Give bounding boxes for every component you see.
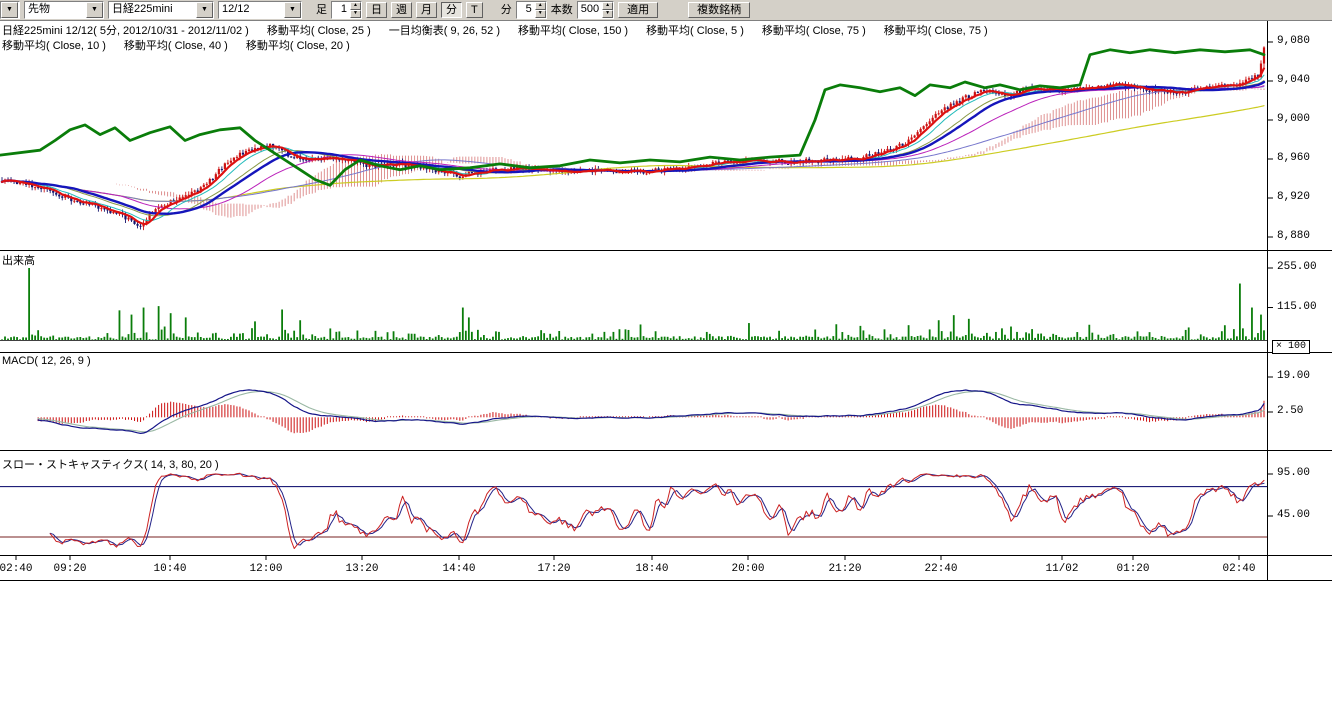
contract-month-select[interactable]: 12/12 ▼: [218, 1, 302, 19]
indicator-label-ma75: 移動平均( Close, 75 ): [761, 25, 866, 37]
chart-title-row: 日経225mini 12/12( 5分, 2012/10/31 - 2012/1…: [2, 22, 988, 38]
stepper-arrows[interactable]: ▲ ▼: [602, 2, 614, 18]
contract-value: 12/12: [222, 3, 250, 15]
period-stepper[interactable]: 1 ▲ ▼: [331, 1, 362, 19]
stepper-down-icon[interactable]: ▼: [534, 10, 546, 18]
stoch-pane-title: スロー・ストキャスティクス( 14, 3, 80, 20 ): [2, 459, 219, 471]
stepper-up-icon[interactable]: ▲: [602, 2, 614, 10]
period-stepper-value: 1: [340, 3, 347, 15]
category-select[interactable]: 先物 ▼: [24, 1, 104, 19]
indicator-label-ma20: 移動平均( Close, 20 ): [245, 40, 350, 52]
period-tick-button[interactable]: T: [466, 2, 483, 18]
period-month-button[interactable]: 月: [416, 2, 437, 18]
indicator-label-ma150: 移動平均( Close, 150 ): [518, 25, 629, 37]
stepper-down-icon[interactable]: ▼: [350, 10, 361, 18]
left-combo[interactable]: ▼: [0, 1, 20, 19]
stepper-arrows[interactable]: ▲ ▼: [350, 2, 361, 18]
bar-type-label: 足: [316, 4, 327, 16]
period-week-button[interactable]: 週: [391, 2, 412, 18]
dropdown-arrow-icon: ▼: [196, 2, 213, 18]
toolbar: ▼ 先物 ▼ 日経225mini ▼ 12/12 ▼ 足 1 ▲ ▼ 日 週 月…: [0, 0, 1332, 21]
indicator-label-ma25: 移動平均( Close, 25 ): [266, 25, 371, 37]
interval-stepper[interactable]: 5 ▲ ▼: [515, 1, 547, 19]
dropdown-arrow-icon: ▼: [284, 2, 301, 18]
dropdown-arrow-icon: ▼: [1, 2, 18, 18]
bars-stepper[interactable]: 500 ▲ ▼: [576, 1, 615, 19]
indicator-label-ma5: 移動平均( Close, 5 ): [646, 25, 744, 37]
indicator-label-ma40: 移動平均( Close, 40 ): [123, 40, 228, 52]
symbol-select[interactable]: 日経225mini ▼: [108, 1, 214, 19]
chart-title: 日経225mini 12/12( 5分, 2012/10/31 - 2012/1…: [2, 25, 249, 37]
dropdown-arrow-icon: ▼: [86, 2, 103, 18]
category-value: 先物: [28, 3, 50, 15]
stepper-down-icon[interactable]: ▼: [602, 10, 614, 18]
stepper-up-icon[interactable]: ▲: [534, 2, 546, 10]
indicator-label-ichimoku: 一目均衡表( 9, 26, 52 ): [388, 25, 501, 37]
apply-button[interactable]: 適用: [618, 2, 659, 18]
volume-pane-title: 出来高: [2, 255, 35, 267]
stepper-up-icon[interactable]: ▲: [350, 2, 361, 10]
stepper-arrows[interactable]: ▲ ▼: [534, 2, 546, 18]
symbol-value: 日経225mini: [112, 3, 173, 15]
bars-count-label: 本数: [550, 4, 573, 16]
unit-label: 分: [500, 4, 512, 16]
bars-stepper-value: 500: [580, 3, 600, 15]
macd-pane-title: MACD( 12, 26, 9 ): [2, 355, 91, 367]
indicator-label-ma10: 移動平均( Close, 10 ): [2, 40, 106, 52]
chart-title-row2: 移動平均( Close, 10 ) 移動平均( Close, 40 ) 移動平均…: [2, 37, 350, 53]
period-minute-button[interactable]: 分: [441, 2, 462, 18]
period-day-button[interactable]: 日: [366, 2, 387, 18]
interval-stepper-value: 5: [525, 3, 532, 15]
indicator-label-ma75b: 移動平均( Close, 75 ): [883, 25, 988, 37]
multi-symbol-button[interactable]: 複数銘柄: [688, 2, 751, 18]
